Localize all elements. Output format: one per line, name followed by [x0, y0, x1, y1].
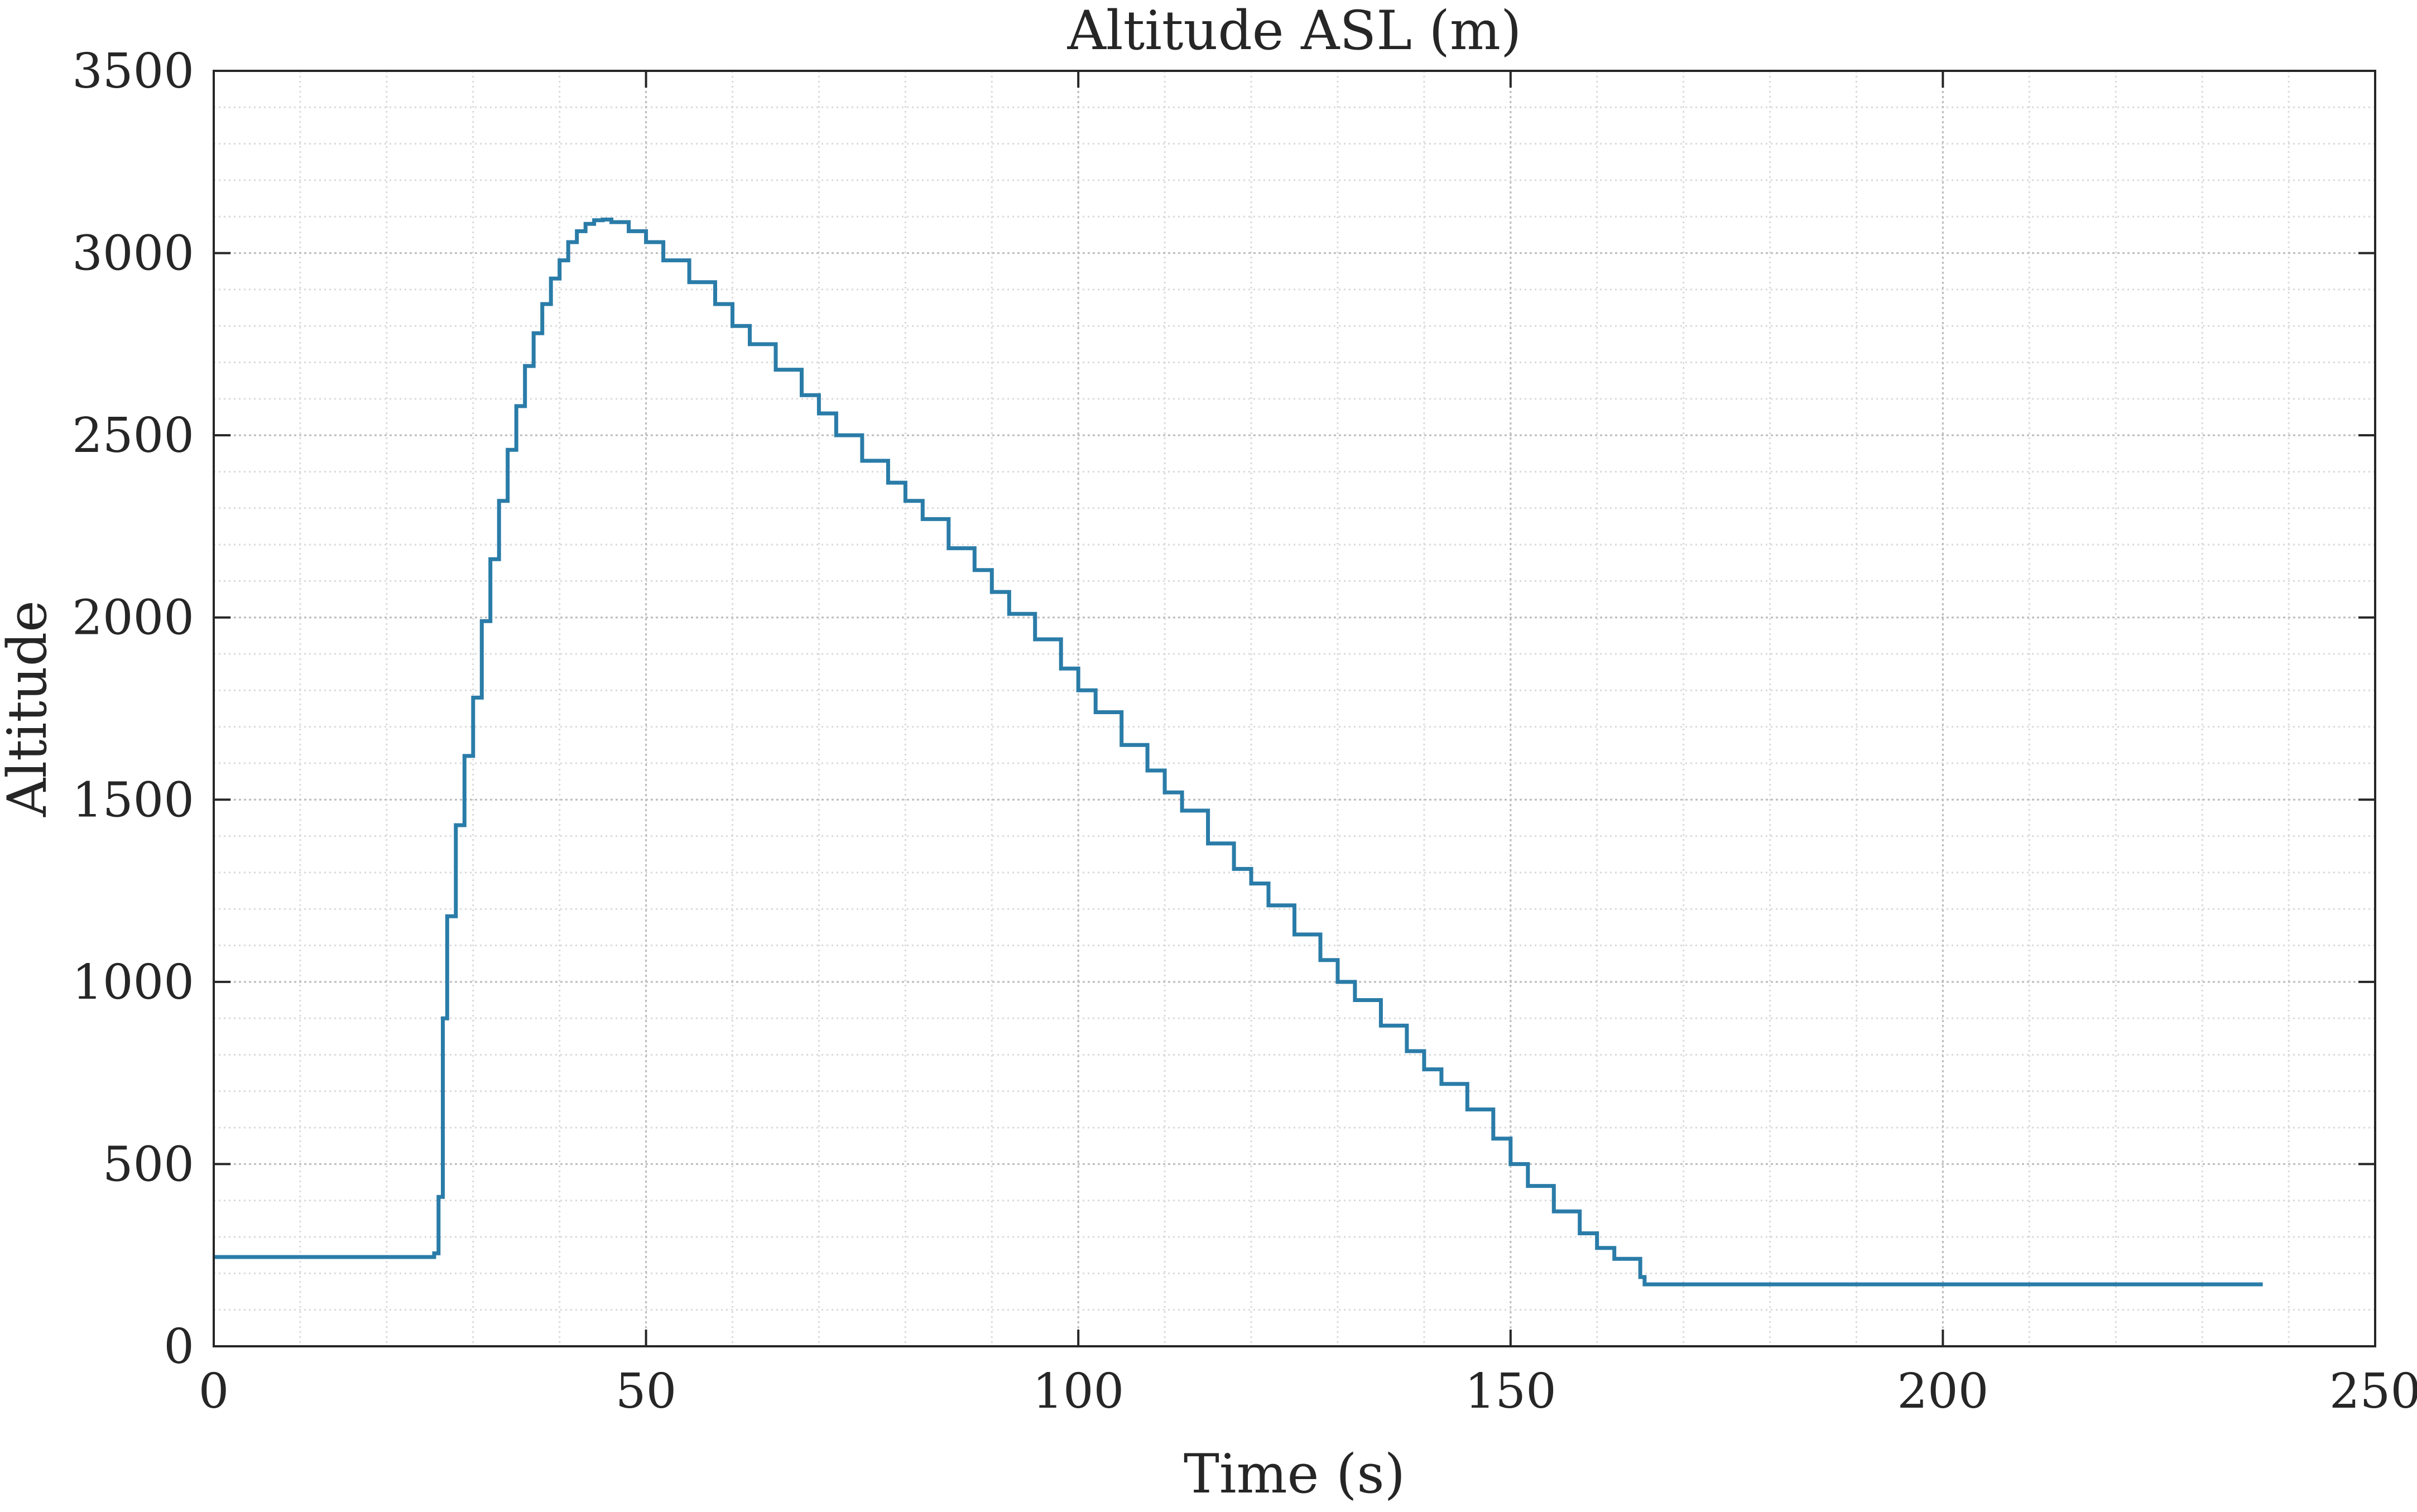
y-tick-label: 3500 — [72, 44, 194, 99]
y-tick-label: 0 — [164, 1319, 194, 1375]
ticks: 0 50 100 150 200 2500500100015002000250030003… — [72, 44, 2417, 1419]
y-tick-label: 3000 — [72, 226, 194, 282]
series-layer — [214, 218, 2263, 1287]
y-tick-label: 2000 — [72, 590, 194, 646]
x-tick-label: 0 — [199, 1364, 229, 1419]
series-line — [214, 218, 2263, 1287]
y-tick-label: 2500 — [72, 408, 194, 464]
x-tick-label: 150 — [1465, 1364, 1556, 1419]
x-tick-label: 100 — [1032, 1364, 1124, 1419]
y-axis-label: Altitude — [0, 600, 59, 817]
x-axis-label: Time (s) — [1184, 1443, 1405, 1505]
y-tick-label: 1000 — [72, 955, 194, 1010]
y-tick-label: 1500 — [72, 772, 194, 828]
axes-box — [213, 70, 2376, 1347]
x-tick-label: 250 — [2329, 1364, 2417, 1419]
chart-title: Altitude ASL (m) — [1067, 0, 1522, 62]
x-tick-label: 50 — [616, 1364, 676, 1419]
x-tick-label: 200 — [1897, 1364, 1988, 1419]
y-tick-label: 500 — [103, 1137, 194, 1192]
